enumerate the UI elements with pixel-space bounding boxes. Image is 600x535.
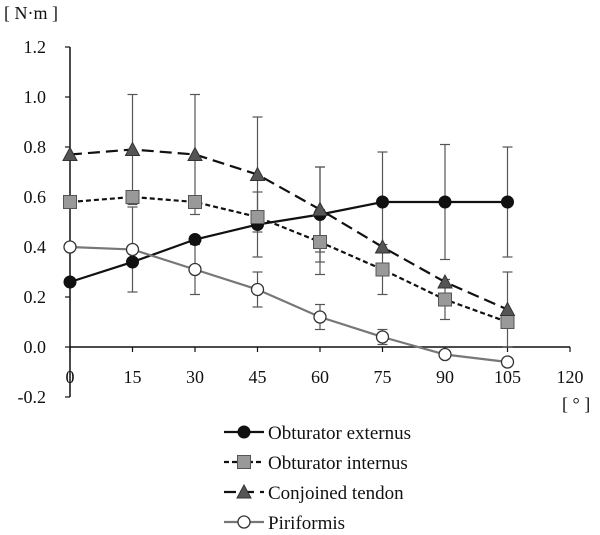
data-point-obturator-internus — [188, 195, 202, 209]
legend-label-piriformis: Piriformis — [268, 513, 345, 534]
y-tick-label: 0.4 — [24, 237, 47, 257]
x-tick-label: 15 — [124, 367, 142, 387]
data-point-piriformis — [63, 240, 77, 254]
data-point-conjoined-tendon — [374, 238, 391, 254]
y-tick-label: -0.2 — [18, 387, 47, 407]
data-point-conjoined-tendon — [499, 301, 516, 316]
data-point-piriformis — [250, 282, 265, 297]
y-axis-label: [ N·m ] — [4, 3, 58, 23]
legend: Obturator externus Obturator internus Conj… — [224, 423, 411, 534]
x-tick-label: 60 — [311, 367, 329, 387]
y-tick-label: 1.0 — [24, 87, 47, 107]
data-point-piriformis — [313, 310, 327, 324]
legend-label-conjoined-tendon: Conjoined tendon — [268, 483, 404, 504]
data-point-obturator-internus — [250, 210, 265, 224]
data-point-obturator-externus — [501, 195, 514, 209]
series-lines — [69, 148, 508, 364]
data-point-piriformis — [375, 330, 390, 344]
data-point-conjoined-tendon — [62, 146, 78, 161]
x-tick-label: 45 — [249, 367, 267, 387]
data-point-obturator-internus — [313, 235, 327, 249]
data-point-obturator-externus — [438, 195, 452, 209]
data-point-conjoined-tendon — [312, 201, 328, 216]
data-point-piriformis — [125, 242, 140, 257]
legend-marker-obturator-internus — [237, 455, 251, 469]
data-point-obturator-internus — [375, 262, 390, 277]
legend-marker-piriformis — [237, 515, 251, 529]
y-tick-label: 0.2 — [24, 287, 47, 307]
y-tick-label: 0.8 — [24, 137, 47, 157]
data-point-obturator-externus — [63, 275, 77, 289]
data-point-obturator-externus — [126, 255, 139, 269]
legend-marker-obturator-externus — [237, 425, 251, 439]
y-tick-label: 1.2 — [24, 37, 47, 57]
data-point-conjoined-tendon — [437, 273, 453, 289]
data-point-obturator-internus — [438, 292, 452, 307]
data-point-piriformis — [438, 347, 452, 362]
data-point-conjoined-tendon — [249, 166, 266, 181]
x-tick-label: 75 — [374, 367, 392, 387]
x-axis-label: [ ° ] — [562, 394, 590, 414]
data-point-obturator-internus — [63, 195, 77, 209]
y-tick-label: 0.0 — [24, 337, 47, 357]
x-tick-label: 90 — [436, 367, 454, 387]
y-axis: -0.2 0.0 0.2 0.4 0.6 0.8 1.0 1.2 — [18, 37, 70, 407]
y-tick-label: 0.6 — [24, 187, 47, 207]
data-point-piriformis — [500, 355, 515, 369]
legend-label-obturator-internus: Obturator internus — [268, 453, 408, 474]
series-markers — [62, 141, 516, 369]
data-point-obturator-externus — [376, 195, 389, 209]
data-point-obturator-internus — [125, 190, 140, 204]
x-tick-label: 120 — [557, 367, 584, 387]
data-point-obturator-externus — [188, 233, 202, 246]
legend-marker-conjoined-tendon — [236, 483, 252, 499]
series-line-conjoined-tendon — [69, 148, 508, 311]
data-point-conjoined-tendon — [187, 146, 203, 161]
x-tick-label: 105 — [494, 367, 521, 387]
legend-label-obturator-externus: Obturator externus — [268, 423, 411, 444]
x-tick-label: 30 — [186, 367, 204, 387]
data-point-piriformis — [188, 262, 202, 277]
x-axis: 0153045607590105120 — [66, 347, 584, 387]
series-line-piriformis — [69, 245, 508, 364]
data-point-conjoined-tendon — [124, 141, 141, 156]
series-line-obturator-externus — [69, 200, 508, 284]
data-point-obturator-internus — [500, 315, 515, 329]
series-line-obturator-internus — [69, 195, 508, 324]
